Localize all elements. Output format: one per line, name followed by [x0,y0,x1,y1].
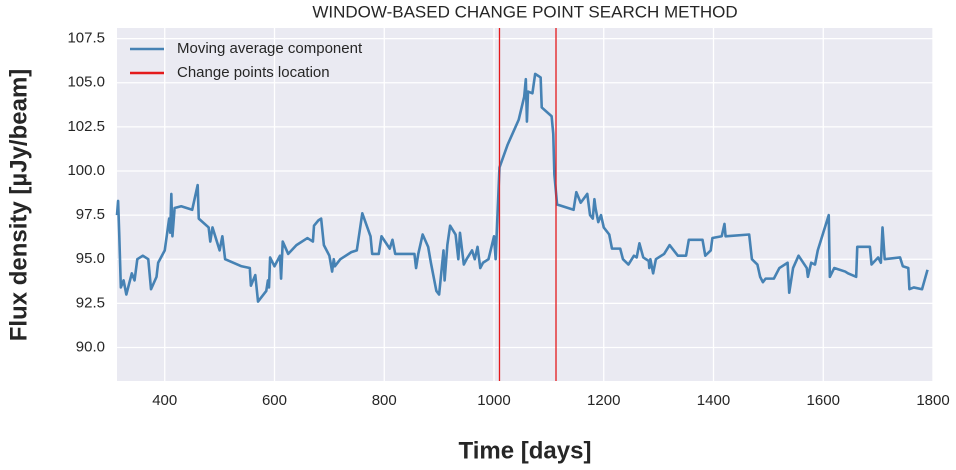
x-axis-label: Time [days] [459,437,592,464]
x-tick-label: 1000 [477,392,510,409]
x-tick-label: 1800 [916,392,949,409]
legend-label: Moving average component [177,40,363,57]
y-tick-label: 107.5 [67,30,105,47]
y-tick-label: 102.5 [67,118,105,135]
x-tick-label: 600 [262,392,287,409]
y-tick-label: 105.0 [67,74,105,91]
x-tick-label: 400 [152,392,177,409]
x-tick-label: 1200 [587,392,620,409]
y-tick-label: 97.5 [76,206,105,223]
y-axis-label: Flux density [µJy/beam] [5,69,32,342]
x-tick-label: 800 [372,392,397,409]
y-tick-label: 100.0 [67,162,105,179]
x-tick-label: 1400 [697,392,730,409]
y-tick-label: 92.5 [76,294,105,311]
x-tick-label: 1600 [807,392,840,409]
data-line [115,72,929,303]
chart-title: WINDOW-BASED CHANGE POINT SEARCH METHOD [312,2,737,21]
y-tick-label: 95.0 [76,250,105,267]
legend-label: Change points location [177,64,330,81]
y-tick-label: 90.0 [76,338,105,355]
